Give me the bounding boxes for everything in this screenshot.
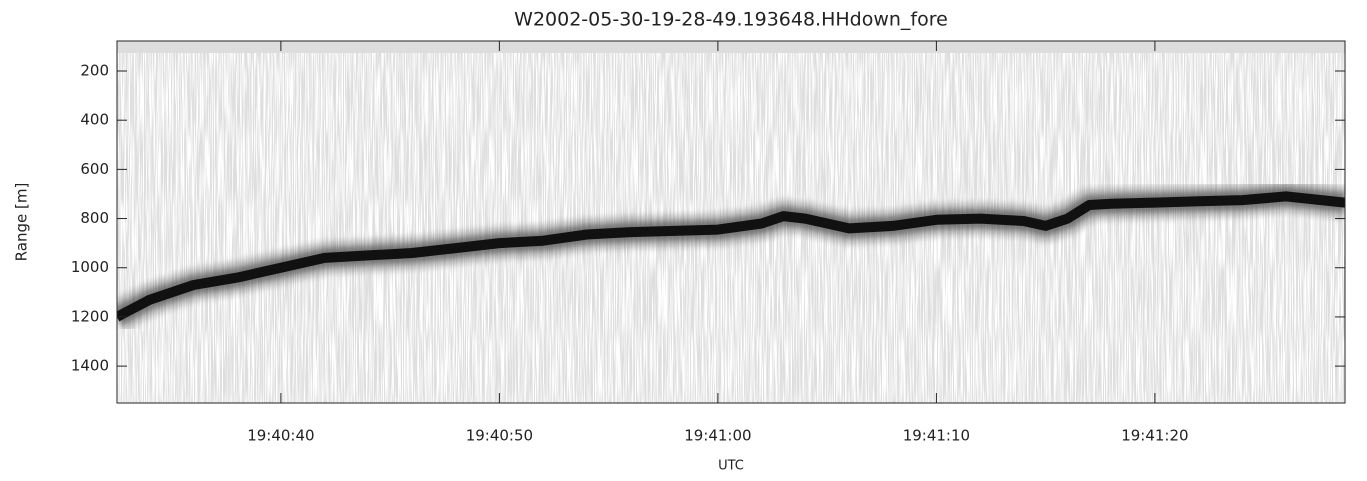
y-tick-label: 800 xyxy=(80,209,109,227)
y-tick-label: 600 xyxy=(80,160,109,178)
x-tick-label: 19:41:00 xyxy=(684,427,751,445)
y-tick-label: 1000 xyxy=(71,258,109,276)
x-tick-label: 19:41:10 xyxy=(903,427,970,445)
surface-line xyxy=(117,191,1345,322)
y-tick-label: 1400 xyxy=(71,357,109,375)
data-layer xyxy=(117,179,1345,332)
x-tick-label: 19:41:20 xyxy=(1121,427,1188,445)
x-tick-label: 19:40:40 xyxy=(247,427,314,445)
y-tick-label: 400 xyxy=(80,111,109,129)
chart-title: W2002-05-30-19-28-49.193648.HHdown_fore xyxy=(514,9,948,31)
y-tick-label: 1200 xyxy=(71,307,109,325)
plot-frame xyxy=(116,40,1346,404)
x-axis-label: UTC xyxy=(718,459,744,474)
x-tick-label: 19:40:50 xyxy=(466,427,533,445)
y-tick-label: 200 xyxy=(80,62,109,80)
y-axis-label: Range [m] xyxy=(13,183,31,262)
top-band xyxy=(117,41,1345,53)
